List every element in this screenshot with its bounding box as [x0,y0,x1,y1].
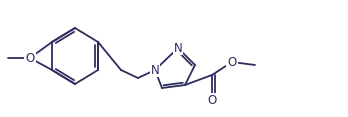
Text: O: O [25,51,34,64]
Text: O: O [227,55,237,68]
Text: O: O [207,93,216,106]
Text: N: N [174,42,182,55]
Text: N: N [151,64,159,77]
